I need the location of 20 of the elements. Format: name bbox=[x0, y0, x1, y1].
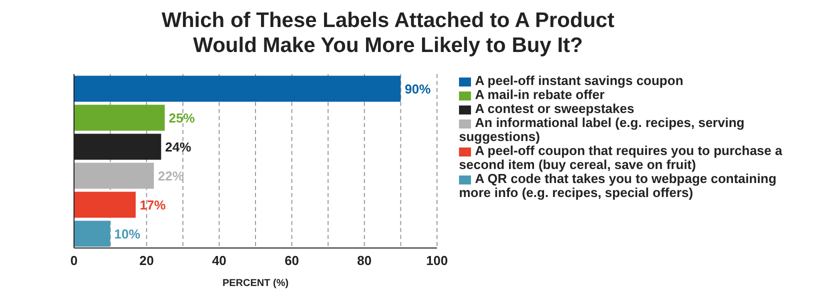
legend-label: An informational label (e.g. recipes, serving suggestions) bbox=[459, 115, 744, 144]
x-axis-title: PERCENT (%) bbox=[222, 278, 289, 289]
x-tick-label: 20 bbox=[139, 253, 154, 268]
legend-label: A peel-off coupon that requires you to purchase a second item (buy cereal, save on fruit) bbox=[459, 143, 782, 172]
legend-label: A QR code that takes you to webpage containing more info (e.g. recipes, special offers) bbox=[459, 171, 776, 200]
legend-label: A peel-off instant savings coupon bbox=[475, 73, 684, 88]
x-tick-label: 80 bbox=[357, 253, 372, 268]
data-label: 17% bbox=[140, 198, 166, 213]
data-label: 22% bbox=[158, 168, 184, 184]
legend-label: A contest or sweepstakes bbox=[475, 101, 634, 116]
x-tick-label: 40 bbox=[212, 253, 226, 268]
chart-title: Which of These Labels Attached to A Product Would Make You More Likely to Buy It? bbox=[160, 8, 616, 59]
x-tick-label: 100 bbox=[426, 253, 448, 268]
x-tick-label: 0 bbox=[70, 253, 78, 268]
data-label: 24% bbox=[165, 140, 192, 155]
data-label: 90% bbox=[404, 82, 432, 97]
data-label: 10% bbox=[114, 226, 141, 242]
x-tick-label: 60 bbox=[284, 253, 300, 268]
data-label: 25% bbox=[168, 110, 196, 126]
legend-label: A mail-in rebate offer bbox=[475, 87, 605, 102]
